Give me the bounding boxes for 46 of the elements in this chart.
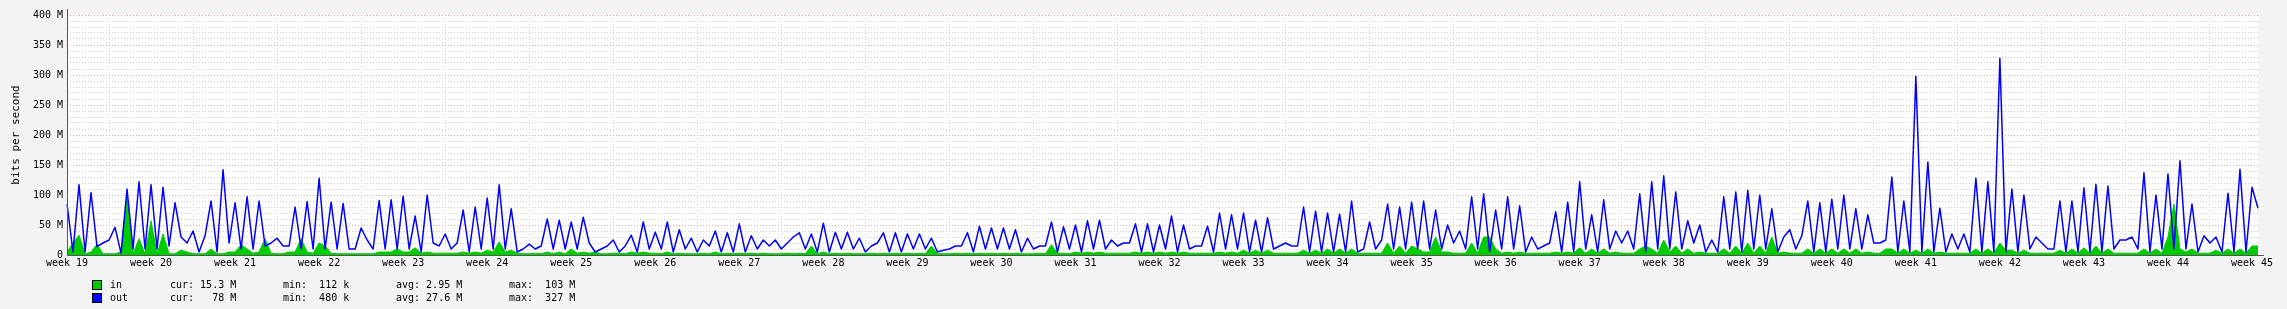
x-tick-label: week 30 [970, 256, 1013, 268]
x-tick-label: week 24 [466, 256, 509, 268]
legend-label: in [110, 278, 124, 291]
x-tick-label: week 35 [1390, 256, 1433, 268]
text: avg: 2.95 M [396, 278, 464, 291]
x-tick-label: week 32 [1138, 256, 1181, 268]
y-tick-label: 250 M [32, 98, 63, 110]
y-axis-title: bits per second [9, 85, 23, 185]
x-tick-label: week 34 [1306, 256, 1349, 268]
x-tick-label: week 33 [1222, 256, 1265, 268]
y-tick-label: 200 M [32, 128, 63, 140]
x-tick-label: week 22 [298, 256, 341, 268]
text: min: 480 k [283, 291, 351, 304]
y-tick-label: 150 M [32, 158, 63, 170]
x-tick-label: week 37 [1558, 256, 1601, 268]
x-tick-label: week 23 [382, 256, 425, 268]
x-tick-label: week 41 [1894, 256, 1937, 268]
x-tick-label: week 27 [718, 256, 761, 268]
x-tick-label: week 29 [886, 256, 929, 268]
text: cur: 15.3 M [170, 278, 238, 291]
text: avg: 27.6 M [396, 291, 464, 304]
text: cur: 78 M [170, 291, 238, 304]
x-tick-label: week 45 [2230, 256, 2274, 268]
text: max: 103 M [509, 278, 577, 291]
y-tick-label: 400 M [32, 8, 63, 20]
y-tick-label: 100 M [32, 188, 63, 200]
legend-label: out [110, 291, 130, 304]
x-tick-label: week 43 [2062, 256, 2105, 268]
x-tick-label: week 21 [214, 256, 257, 268]
text: max: 327 M [509, 291, 577, 304]
text: min: 112 k [283, 278, 351, 291]
y-tick-label: 0 [56, 248, 63, 260]
x-tick-label: week 28 [802, 256, 845, 268]
x-tick-label: week 42 [1978, 256, 2021, 268]
y-tick-label: 300 M [32, 68, 63, 80]
x-tick-label: week 38 [1642, 256, 1685, 268]
x-tick-label: week 31 [1054, 256, 1097, 268]
x-tick-label: week 26 [634, 256, 677, 268]
x-tick-label: week 39 [1726, 256, 1769, 268]
x-tick-label: week 25 [550, 256, 593, 268]
x-tick-label: week 20 [129, 256, 173, 268]
y-tick-label: 350 M [32, 38, 63, 50]
x-tick-label: week 44 [2146, 256, 2190, 268]
x-tick-label: week 36 [1474, 256, 1517, 268]
x-tick-label: week 40 [1810, 256, 1853, 268]
y-tick-label: 50 M [38, 218, 63, 230]
